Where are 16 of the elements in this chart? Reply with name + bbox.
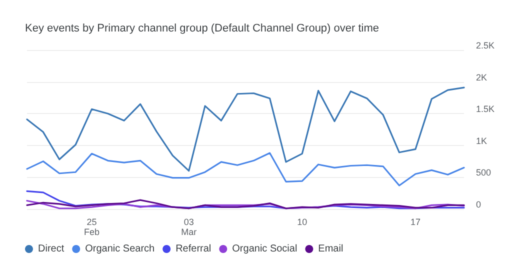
x-tick-label: 10 [297,217,308,227]
x-tick-label: 17 [410,217,420,227]
legend-label: Organic Search [85,244,155,254]
y-tick-label: 1K [476,136,488,146]
y-tick-label: 2.5K [476,40,495,50]
y-tick-label: 500 [476,168,492,178]
y-tick-label: 0 [476,200,482,210]
y-tick-label: 2K [476,72,488,82]
y-tick-label: 1.5K [476,104,495,114]
legend-label: Referral [176,244,212,254]
chart-title: Key events by Primary channel group (Default Channel Group) over time [25,22,380,34]
x-tick-label: 03 Mar [181,217,197,237]
x-tick-label: 25 Feb [84,217,100,237]
legend-label: Email [318,244,344,254]
legend-label: Direct [38,244,64,254]
legend-label: Organic Social [232,244,298,254]
